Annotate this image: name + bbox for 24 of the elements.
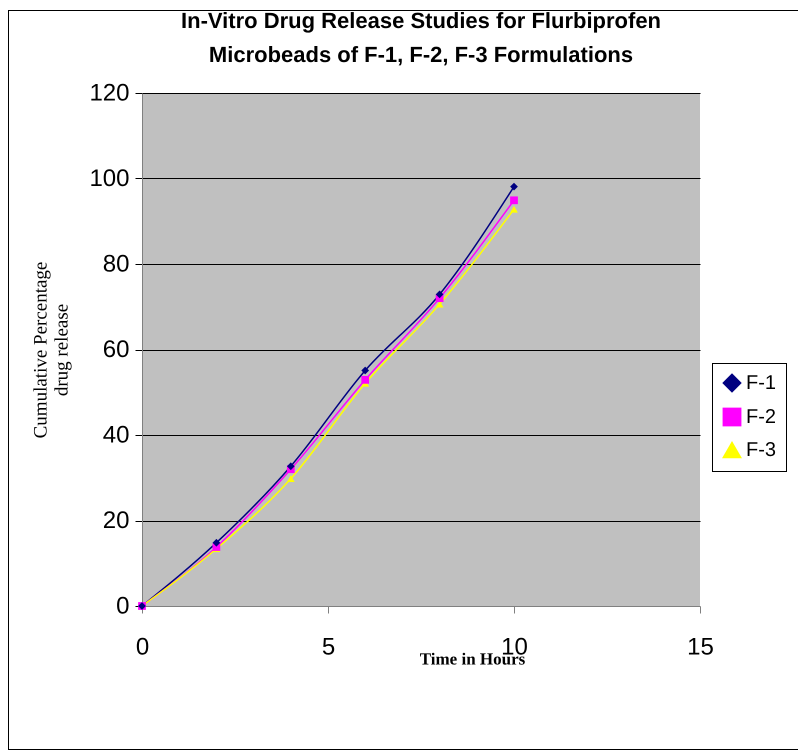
point — [510, 196, 518, 204]
y-tick-label: 20 — [102, 507, 130, 534]
point — [361, 376, 370, 384]
y-tick-label: 40 — [102, 422, 130, 448]
y-tick-label: 100 — [89, 165, 130, 192]
point — [212, 538, 220, 547]
y-tick-label: 120 — [89, 80, 130, 106]
legend-label: F-3 — [746, 439, 776, 461]
point — [361, 366, 370, 374]
point — [510, 182, 518, 190]
y-tick-label: 0 — [116, 592, 130, 620]
point — [436, 290, 444, 298]
y-tick-label: 80 — [102, 250, 130, 278]
point — [510, 206, 518, 213]
chart-title: In-Vitro Drug Release Studies for Flurbiprofen Microbeads of F-1, F-2, F-3 Formulations — [181, 8, 661, 67]
y-tick-label: 60 — [102, 336, 130, 363]
legend-label: F-1 — [746, 372, 776, 394]
x-tick-label: 15 — [687, 634, 714, 660]
x-tick-label: 0 — [136, 634, 150, 660]
point — [286, 462, 295, 470]
y-axis-title: Cumulative Percentage drug release — [30, 262, 72, 438]
point — [286, 475, 295, 482]
x-tick-label: 5 — [322, 634, 336, 660]
legend-label: F-2 — [746, 406, 776, 428]
